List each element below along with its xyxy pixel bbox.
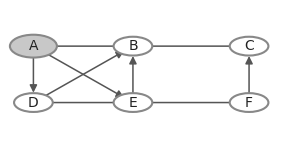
Text: F: F xyxy=(245,95,253,110)
Circle shape xyxy=(113,93,152,112)
Circle shape xyxy=(230,37,268,55)
Text: E: E xyxy=(128,95,137,110)
Text: B: B xyxy=(128,39,138,53)
Circle shape xyxy=(10,35,57,58)
Text: D: D xyxy=(28,95,39,110)
Text: C: C xyxy=(244,39,254,53)
Circle shape xyxy=(113,37,152,55)
Text: A: A xyxy=(29,39,38,53)
Circle shape xyxy=(230,93,268,112)
Circle shape xyxy=(14,93,53,112)
